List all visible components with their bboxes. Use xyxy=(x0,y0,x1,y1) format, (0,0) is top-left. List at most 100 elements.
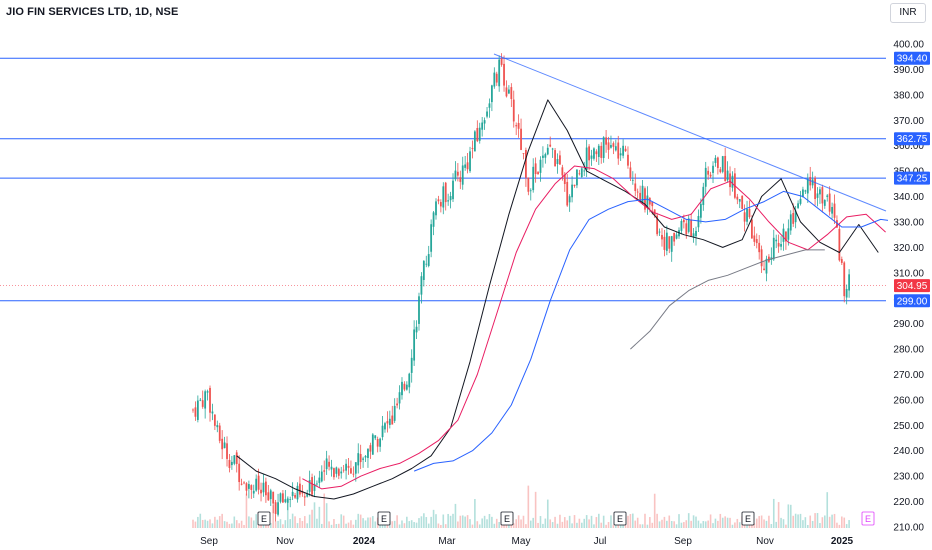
candle-body[interactable] xyxy=(714,157,717,163)
candle-body[interactable] xyxy=(345,463,347,471)
candle-body[interactable] xyxy=(819,189,821,195)
candle-body[interactable] xyxy=(391,415,394,425)
candle-body[interactable] xyxy=(439,202,442,207)
candle-body[interactable] xyxy=(636,191,639,193)
candle-body[interactable] xyxy=(452,180,454,200)
candle-body[interactable] xyxy=(590,155,593,159)
candle-body[interactable] xyxy=(503,63,505,86)
candle-body[interactable] xyxy=(651,201,654,207)
candle-body[interactable] xyxy=(610,145,612,148)
level-price-tag[interactable] xyxy=(894,132,930,146)
candle-body[interactable] xyxy=(682,219,685,223)
candle-body[interactable] xyxy=(702,186,705,206)
candle-body[interactable] xyxy=(751,219,753,239)
candle-body[interactable] xyxy=(568,196,571,203)
candle-body[interactable] xyxy=(323,470,326,472)
candle-body[interactable] xyxy=(260,489,262,494)
candle-body[interactable] xyxy=(699,203,702,218)
candle-body[interactable] xyxy=(695,230,697,237)
candle-body[interactable] xyxy=(408,373,411,388)
candle-body[interactable] xyxy=(522,153,525,154)
candle-body[interactable] xyxy=(690,219,693,236)
candle-body[interactable] xyxy=(554,150,556,167)
candle-body[interactable] xyxy=(719,169,722,173)
candle-body[interactable] xyxy=(707,170,710,175)
candle-body[interactable] xyxy=(833,203,836,218)
candle-body[interactable] xyxy=(648,197,651,205)
candle-body[interactable] xyxy=(481,122,484,130)
candle-body[interactable] xyxy=(238,463,241,483)
candle-body[interactable] xyxy=(252,490,255,494)
candle-body[interactable] xyxy=(738,199,741,202)
candle-body[interactable] xyxy=(369,445,372,452)
candle-body[interactable] xyxy=(765,258,768,274)
candle-body[interactable] xyxy=(403,383,406,390)
candle-body[interactable] xyxy=(405,384,408,390)
candle-body[interactable] xyxy=(634,183,637,192)
earnings-marker[interactable] xyxy=(500,511,514,526)
candle-body[interactable] xyxy=(442,186,445,208)
candle-body[interactable] xyxy=(571,184,573,198)
candle-body[interactable] xyxy=(247,484,250,489)
candle-body[interactable] xyxy=(520,128,522,150)
candle-body[interactable] xyxy=(347,465,350,468)
candle-body[interactable] xyxy=(316,483,318,485)
candle-body[interactable] xyxy=(542,155,544,158)
candle-body[interactable] xyxy=(240,483,243,485)
earnings-marker[interactable] xyxy=(257,511,271,526)
candle-body[interactable] xyxy=(437,199,440,202)
candle-body[interactable] xyxy=(282,493,284,503)
candle-body[interactable] xyxy=(342,469,345,471)
candle-body[interactable] xyxy=(418,296,420,324)
candle-body[interactable] xyxy=(580,168,583,178)
candle-body[interactable] xyxy=(748,208,751,218)
candle-body[interactable] xyxy=(291,491,294,497)
candle-body[interactable] xyxy=(469,151,471,172)
candle-body[interactable] xyxy=(573,184,576,186)
candle-body[interactable] xyxy=(629,167,632,178)
candle-body[interactable] xyxy=(490,85,493,103)
candle-body[interactable] xyxy=(243,482,245,484)
candle-body[interactable] xyxy=(593,148,595,159)
candle-body[interactable] xyxy=(551,148,554,150)
candle-body[interactable] xyxy=(396,403,399,406)
candle-body[interactable] xyxy=(631,179,634,181)
candle-body[interactable] xyxy=(374,435,377,439)
candle-body[interactable] xyxy=(299,483,301,495)
candle-body[interactable] xyxy=(284,499,287,503)
candle-body[interactable] xyxy=(583,170,586,172)
candle-body[interactable] xyxy=(527,177,530,192)
candle-body[interactable] xyxy=(704,167,707,187)
candle-body[interactable] xyxy=(845,288,848,298)
candle-body[interactable] xyxy=(371,434,374,455)
candle-body[interactable] xyxy=(597,145,600,157)
candle-body[interactable] xyxy=(459,177,462,182)
candle-body[interactable] xyxy=(495,73,498,83)
candle-body[interactable] xyxy=(476,128,479,142)
candle-body[interactable] xyxy=(729,173,731,188)
candle-body[interactable] xyxy=(787,228,790,240)
candle-body[interactable] xyxy=(221,438,224,450)
candle-body[interactable] xyxy=(525,149,527,178)
candle-body[interactable] xyxy=(493,72,496,87)
candle-body[interactable] xyxy=(515,125,518,127)
candle-body[interactable] xyxy=(223,442,226,449)
moving-average-line[interactable] xyxy=(630,249,825,350)
candle-body[interactable] xyxy=(721,156,724,172)
candle-body[interactable] xyxy=(753,235,756,242)
candle-body[interactable] xyxy=(388,418,391,425)
candle-body[interactable] xyxy=(410,357,413,373)
candle-body[interactable] xyxy=(697,216,700,228)
earnings-marker[interactable] xyxy=(377,511,391,526)
candle-body[interactable] xyxy=(831,207,833,214)
candle-body[interactable] xyxy=(622,145,625,156)
candle-body[interactable] xyxy=(544,154,547,158)
candle-body[interactable] xyxy=(393,405,396,421)
candle-body[interactable] xyxy=(794,210,797,223)
candle-body[interactable] xyxy=(743,212,746,222)
candle-body[interactable] xyxy=(726,170,729,181)
candle-body[interactable] xyxy=(464,164,467,168)
candle-body[interactable] xyxy=(337,468,340,476)
candle-body[interactable] xyxy=(607,142,610,150)
